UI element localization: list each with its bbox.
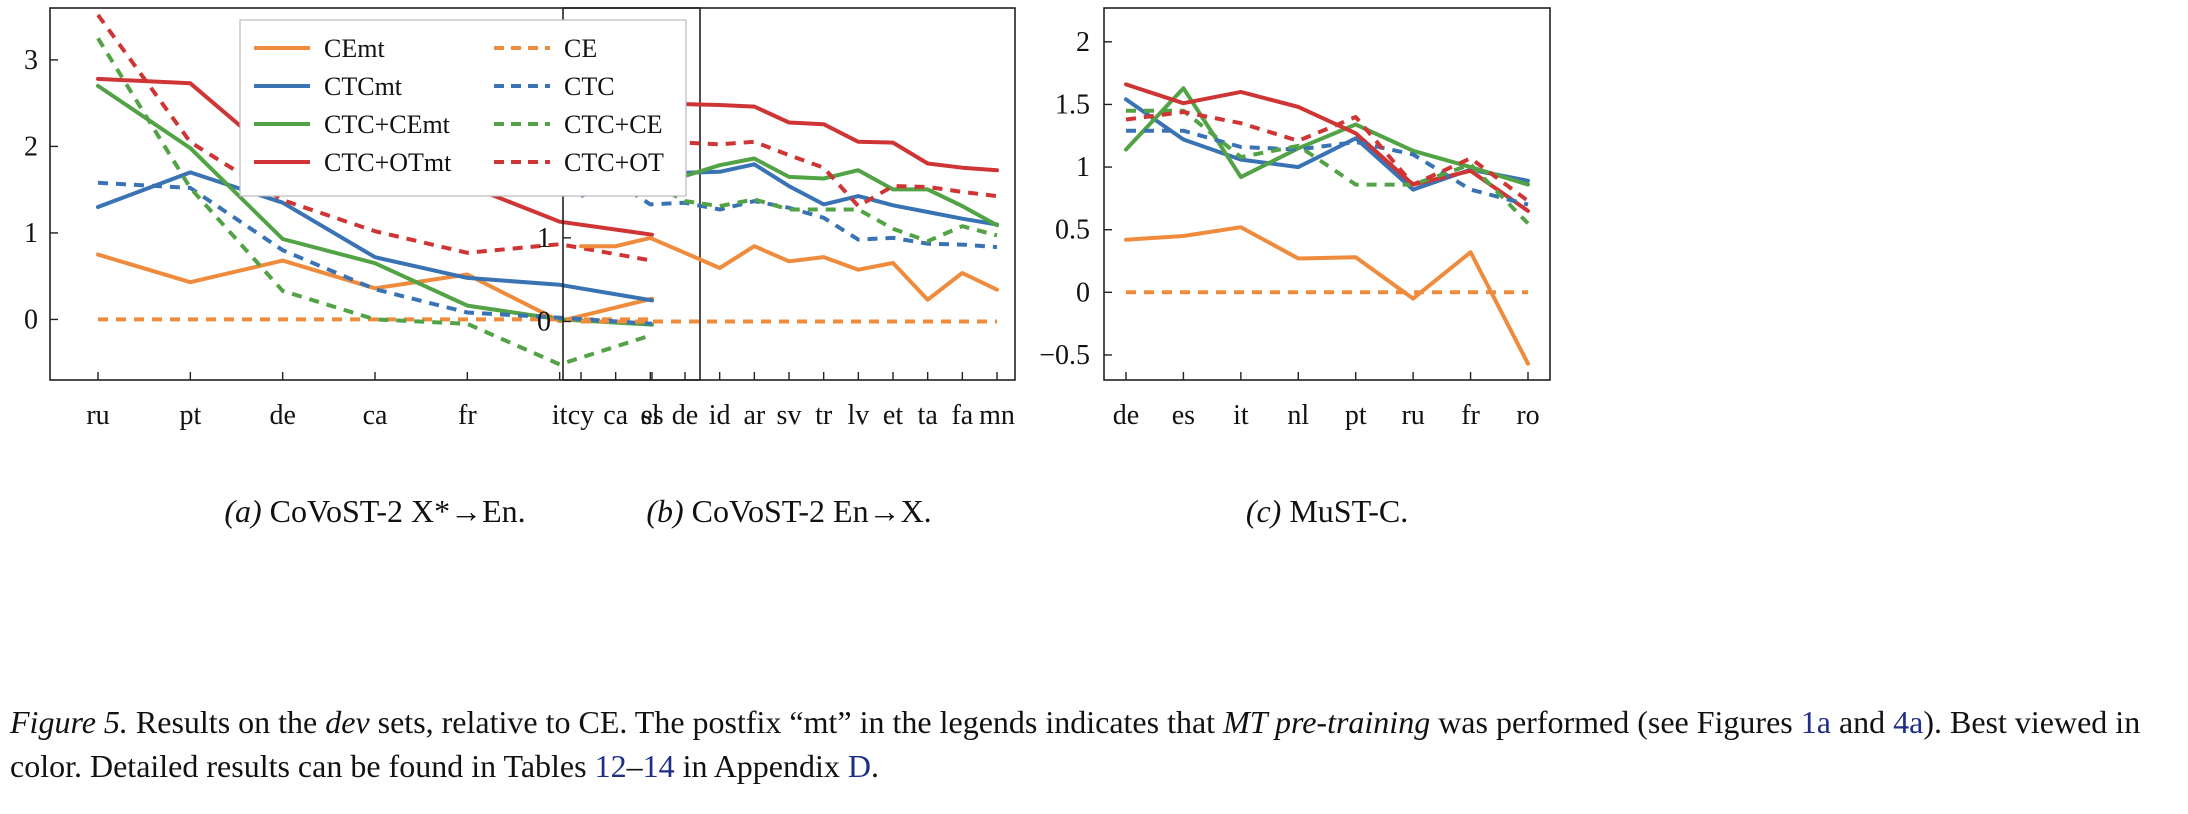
chart-must-c: −0.5 0 0.5 1 1.5 2 de es it nl pt ru fr ro (c) MuST-C. (1039, 7, 1551, 529)
y-tick-label: 1.5 (1055, 89, 1090, 120)
figure-caption: Figure 5. Results on the dev sets, relat… (10, 704, 2141, 784)
caption-label: Figure 5. (10, 704, 128, 740)
chart-covost-en-x: 0123cycasldeidarsvtrlvettafamn(b) CoVoST… (537, 7, 1016, 529)
series-line-ctcmt (96, 170, 654, 303)
x-tick-label: nl (1287, 400, 1309, 431)
x-tick-label: ca (363, 400, 388, 431)
y-tick-label: 3 (24, 45, 38, 76)
x-tick-label: et (883, 400, 903, 431)
series-line-ctc (97, 180, 653, 326)
x-tick-label: it (1233, 400, 1249, 431)
panel-caption: (a) CoVoST-2 X*→En. (224, 493, 525, 529)
x-tick-label: it (552, 400, 568, 431)
x-tick-label: ta (918, 400, 939, 431)
legend: CEmt CTCmt CTC+CEmt CTC+OTmt CE CTC CTC+CE CTC+… (239, 19, 687, 197)
x-tick-label: lv (847, 400, 869, 431)
series-line-ctc (580, 179, 998, 250)
y-tick-label: 0 (1076, 277, 1090, 308)
ref-figure-1a-link[interactable]: 1a (1800, 704, 1831, 740)
legend-label: CEmt (324, 34, 385, 63)
x-tick-label: es (1172, 400, 1195, 431)
series-line-cemt (579, 235, 999, 302)
y-tick-label: 2 (24, 131, 38, 162)
x-tick-label: tr (815, 400, 833, 431)
x-tick-label: ru (86, 400, 109, 431)
ref-table-12-link[interactable]: 12 (594, 748, 627, 784)
y-tick-label: 1 (24, 218, 38, 249)
series-line-ctc-ot (96, 13, 653, 263)
x-tick-label: id (709, 400, 731, 431)
x-tick-label: fr (1461, 400, 1480, 431)
legend-label: CTCmt (324, 72, 403, 101)
legend-label: CTC+CEmt (324, 110, 451, 139)
caption-dev: dev (325, 704, 370, 740)
x-tick-label: sl (641, 400, 660, 431)
chart-covost-x-en: 0 1 2 3 ru pt de ca fr it es (a) CoVoST-2 X*→En. (24, 7, 701, 529)
series-line-ctc (1126, 128, 1529, 207)
ref-table-14-link[interactable]: 14 (642, 748, 675, 784)
y-tick-label: 0 (537, 306, 551, 337)
x-tick-label: cy (568, 400, 594, 431)
x-tick-label: es (640, 400, 663, 431)
plot-frame (1103, 7, 1551, 381)
x-tick-label: pt (179, 400, 201, 431)
ref-appendix-d-link[interactable]: D (847, 748, 871, 784)
x-tick-label: pt (1345, 400, 1367, 431)
x-tick-label: de (672, 400, 698, 431)
x-tick-label: de (1113, 400, 1139, 431)
x-tick-label: ro (1516, 400, 1539, 431)
caption-mt: MT pre-training (1223, 704, 1431, 740)
ref-figure-4a-link[interactable]: 4a (1893, 704, 1924, 740)
y-tick-label: 0.5 (1055, 215, 1090, 246)
x-tick-label: mn (979, 400, 1015, 431)
series-line-ctc-otmt (1124, 82, 1530, 213)
y-tick-label: 2 (1076, 27, 1090, 58)
x-tick-label: sv (777, 400, 802, 431)
figure-5-charts: 0 1 2 3 ru pt de ca fr it es (a) CoVoST-2 X*→En. 0 1… (24, 7, 1551, 529)
x-tick-label: fr (458, 400, 477, 431)
series-line-ctc-ce (1126, 108, 1530, 225)
panel-caption: (b) CoVoST-2 En→X. (646, 493, 931, 529)
series-line-ctc-ot (1125, 110, 1530, 203)
series-line-ctc-ce (580, 180, 998, 244)
legend-box (239, 19, 687, 197)
panel-caption: (c) MuST-C. (1246, 493, 1408, 529)
y-tick-label: 0 (24, 304, 38, 335)
x-tick-label: fa (951, 400, 973, 431)
y-tick-label: −0.5 (1039, 340, 1090, 371)
y-tick-label: 1 (537, 223, 551, 254)
legend-label: CTC+OTmt (324, 148, 452, 177)
x-tick-label: ca (603, 400, 628, 431)
x-tick-label: ru (1401, 400, 1424, 431)
series-line-cemt (1124, 225, 1530, 366)
legend-label: CE (564, 34, 597, 63)
x-tick-label: de (269, 400, 295, 431)
legend-label: CTC+OT (564, 148, 664, 177)
y-tick-label: 1 (1076, 152, 1090, 183)
x-tick-label: ar (743, 400, 765, 431)
legend-label: CTC+CE (564, 110, 662, 139)
legend-label: CTC (564, 72, 615, 101)
